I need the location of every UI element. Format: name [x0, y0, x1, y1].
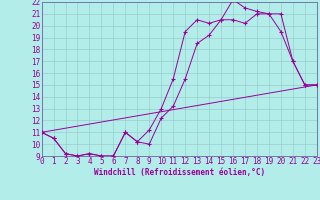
X-axis label: Windchill (Refroidissement éolien,°C): Windchill (Refroidissement éolien,°C)	[94, 168, 265, 177]
